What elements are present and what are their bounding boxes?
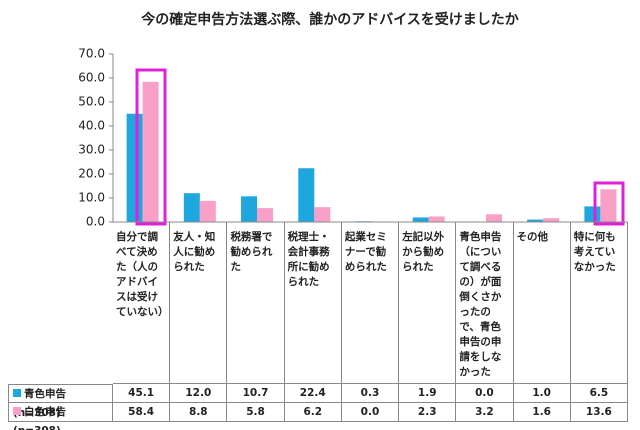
bar <box>142 81 159 222</box>
value-label: 13.6 <box>570 403 628 422</box>
value-label: 8.8 <box>170 403 228 422</box>
category-label: 左記以外から勧められた <box>399 222 457 384</box>
y-tick-label: 40.0 <box>78 119 105 133</box>
value-label: 1.9 <box>399 384 457 403</box>
y-tick-label: 0.0 <box>86 215 105 229</box>
legend-swatch <box>13 407 21 415</box>
value-label: 22.4 <box>284 384 342 403</box>
bar <box>241 196 258 222</box>
category-label: 自分で調べて決めた（人のアドバイスは受けていない） <box>113 222 171 384</box>
value-label: 2.3 <box>399 403 457 422</box>
value-label: 0.0 <box>341 403 400 422</box>
legend-entry: 白色申告(n=308) <box>8 403 113 430</box>
y-tick-label: 20.0 <box>78 167 105 181</box>
bar <box>412 217 429 222</box>
bar <box>428 216 445 222</box>
legend-entry: 青色申告(n=308) <box>8 384 113 419</box>
y-tick-label: 30.0 <box>78 143 105 157</box>
value-label: 0.0 <box>456 384 514 403</box>
value-label: 45.1 <box>113 384 171 403</box>
category-label: 友人・知人に勧められた <box>170 222 228 384</box>
chart-title: 今の確定申告方法選ぶ際、誰かのアドバイスを受けましたか <box>140 11 519 28</box>
category-label: 青色申告（について調べるの）が面倒くさかったので、青色申告の申請をしなかった <box>456 222 514 384</box>
bar <box>199 200 216 222</box>
category-label: 税務署で勧められた <box>227 222 285 384</box>
y-tick-label: 10.0 <box>78 191 105 205</box>
bar <box>314 207 331 222</box>
bar <box>298 168 315 222</box>
bar <box>485 214 502 222</box>
highlight-box <box>135 68 167 226</box>
y-tick-label: 50.0 <box>78 95 105 109</box>
legend-label: 白色申告(n=308) <box>13 406 66 430</box>
bar <box>183 193 200 222</box>
value-label: 12.0 <box>170 384 228 403</box>
y-tick-label: 60.0 <box>78 71 105 85</box>
value-label: 3.2 <box>456 403 514 422</box>
category-label: 起業セミナーで勧められた <box>341 222 400 384</box>
value-label: 10.7 <box>227 384 285 403</box>
value-label: 0.3 <box>341 384 400 403</box>
bar <box>543 218 560 222</box>
value-label: 58.4 <box>113 403 171 422</box>
value-label: 1.0 <box>513 384 571 403</box>
value-label: 6.5 <box>570 384 628 403</box>
category-label: 税理士・会計事務所に勧められた <box>284 222 342 384</box>
bar <box>600 189 617 222</box>
y-tick-label: 70.0 <box>78 47 105 61</box>
bar <box>257 208 274 222</box>
value-label: 1.6 <box>513 403 571 422</box>
category-label: その他 <box>513 222 571 384</box>
bar <box>527 219 544 222</box>
highlight-box <box>593 181 625 226</box>
value-label: 5.8 <box>227 403 285 422</box>
legend-swatch <box>13 389 21 397</box>
category-label: 特に何も考えていなかった <box>570 222 628 384</box>
legend-label: 青色申告(n=308) <box>13 388 66 419</box>
value-label: 6.2 <box>284 403 342 422</box>
bar <box>584 206 601 222</box>
bar <box>126 113 143 222</box>
